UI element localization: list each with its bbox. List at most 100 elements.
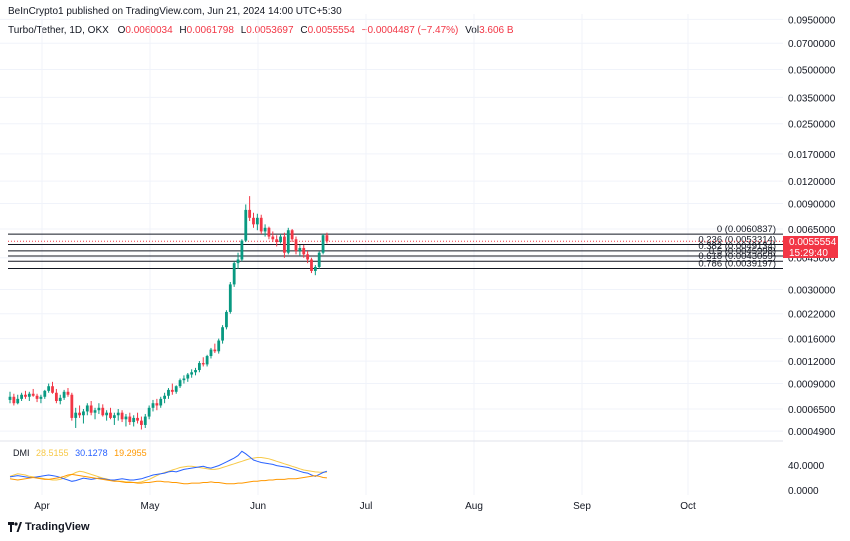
fib-level-label: 0.5 (0.0045998) bbox=[709, 246, 776, 257]
candle-body bbox=[105, 412, 109, 416]
candle-body bbox=[248, 209, 252, 218]
time-tick-label: Apr bbox=[34, 501, 50, 512]
candle-body bbox=[143, 416, 147, 425]
candle-body bbox=[236, 259, 240, 264]
price-tick-label: 0.0170000 bbox=[788, 150, 836, 161]
candle-body bbox=[140, 420, 143, 425]
candle-body bbox=[51, 386, 54, 393]
adx-value: 28.5155 bbox=[36, 448, 69, 458]
candle-body bbox=[283, 236, 286, 253]
candle-body bbox=[27, 393, 31, 397]
candle-body bbox=[232, 263, 236, 285]
candle-body bbox=[244, 209, 248, 241]
candle-body bbox=[194, 370, 197, 373]
current-price-tag-bg bbox=[783, 236, 838, 258]
candle-body bbox=[147, 407, 151, 417]
candle-body bbox=[24, 394, 27, 397]
candle-body bbox=[82, 411, 85, 416]
candle-body bbox=[225, 311, 228, 328]
candle-body bbox=[263, 227, 267, 232]
candle-body bbox=[39, 396, 43, 399]
price-tick-label: 0.0009000 bbox=[788, 380, 836, 391]
candle-body bbox=[167, 389, 170, 396]
candle-body bbox=[8, 396, 12, 400]
close-label: C bbox=[300, 25, 308, 36]
candle-body bbox=[101, 407, 105, 416]
time-tick-label: Oct bbox=[680, 501, 696, 512]
current-price-label: 0.0055554 bbox=[789, 237, 837, 248]
candle-body bbox=[31, 393, 35, 396]
candle-body bbox=[128, 416, 132, 423]
candle-body bbox=[124, 416, 128, 420]
candle-body bbox=[290, 230, 294, 240]
candle-body bbox=[62, 391, 66, 398]
candle-body bbox=[132, 417, 136, 423]
brand-name: TradingView bbox=[25, 521, 90, 533]
current-price-tag: 0.0055554 15:29:40 bbox=[783, 236, 838, 259]
open-label: O bbox=[117, 25, 126, 36]
dmi-tick-label: 0.0000 bbox=[788, 486, 819, 497]
candle-body bbox=[163, 395, 166, 399]
candle-body bbox=[271, 236, 275, 240]
candle-body bbox=[267, 227, 271, 237]
dmi-tick-label: 40.0000 bbox=[788, 461, 825, 472]
candle-body bbox=[58, 397, 62, 402]
time-tick-label: Aug bbox=[465, 501, 483, 512]
price-tick-label: 0.0090000 bbox=[788, 200, 836, 211]
change-value: −0.0004487 (−7.47%) bbox=[361, 25, 459, 36]
symbol-legend: Turbo/Tether, 1D, OKX O0.0060034 H0.0061… bbox=[8, 25, 514, 36]
candle-body bbox=[298, 247, 302, 252]
price-tick-label: 0.0012000 bbox=[788, 357, 836, 368]
candle-body bbox=[255, 217, 259, 225]
candle-body bbox=[112, 415, 116, 418]
candle-body bbox=[54, 392, 58, 402]
candle-body bbox=[201, 363, 205, 365]
price-tick-label: 0.0250000 bbox=[788, 120, 836, 131]
candle-body bbox=[155, 403, 159, 406]
tradingview-brand[interactable]: TradingView bbox=[8, 521, 90, 533]
publisher-header: BeInCrypto1 published on TradingView.com… bbox=[8, 6, 342, 17]
candle-body bbox=[12, 396, 16, 404]
low-value: 0.0053697 bbox=[246, 25, 294, 36]
countdown-label: 15:29:40 bbox=[789, 248, 828, 259]
symbol-name: Turbo/Tether, 1D, OKX bbox=[8, 25, 109, 36]
candle-body bbox=[109, 412, 112, 418]
volume-label: Vol bbox=[465, 25, 480, 36]
price-tick-label: 0.0004900 bbox=[788, 427, 836, 438]
candle-body bbox=[205, 356, 209, 365]
candle-body bbox=[159, 398, 163, 406]
candle-body bbox=[221, 327, 224, 341]
price-axis[interactable]: 0.0950000 0.0700000 0.0500000 0.0350000 0.02… bbox=[788, 15, 836, 438]
candle-body bbox=[97, 407, 101, 411]
candle-body bbox=[310, 259, 313, 271]
price-tick-label: 0.0045000 bbox=[788, 254, 836, 265]
volume-value: 3.606 B bbox=[479, 25, 514, 36]
grid-lines bbox=[0, 14, 783, 495]
dmi-legend[interactable]: DMI 28.5155 30.1278 19.2955 bbox=[13, 448, 147, 458]
time-tick-label: Jul bbox=[360, 501, 373, 512]
candle-body bbox=[74, 412, 78, 418]
plus-di-value: 30.1278 bbox=[75, 448, 108, 458]
dmi-indicator bbox=[9, 450, 328, 485]
candle-body bbox=[70, 394, 74, 418]
open-value: 0.0060034 bbox=[125, 25, 173, 36]
price-tick-label: 0.0350000 bbox=[788, 93, 836, 104]
price-tick-label: 0.0065000 bbox=[788, 225, 836, 236]
close-value: 0.0055554 bbox=[307, 25, 355, 36]
high-value: 0.0061798 bbox=[186, 25, 234, 36]
candle-body bbox=[279, 236, 282, 243]
candlestick-series bbox=[8, 196, 329, 430]
time-axis[interactable]: Apr May Jun Jul Aug Sep Oct bbox=[34, 501, 696, 512]
candle-body bbox=[302, 247, 306, 255]
candle-body bbox=[116, 412, 120, 416]
fib-level-label: 0.236 (0.0053314) bbox=[698, 234, 776, 245]
dmi-label: DMI bbox=[13, 448, 30, 458]
candle-body bbox=[259, 217, 263, 232]
fibonacci-retracement[interactable]: 0 (0.0060837)0.236 (0.0053314)0.382 (0.0… bbox=[8, 224, 783, 270]
candle-body bbox=[275, 239, 279, 243]
candle-body bbox=[66, 391, 70, 395]
price-tick-label: 0.0700000 bbox=[788, 39, 836, 50]
candle-body bbox=[240, 240, 244, 260]
candle-body bbox=[85, 405, 89, 412]
